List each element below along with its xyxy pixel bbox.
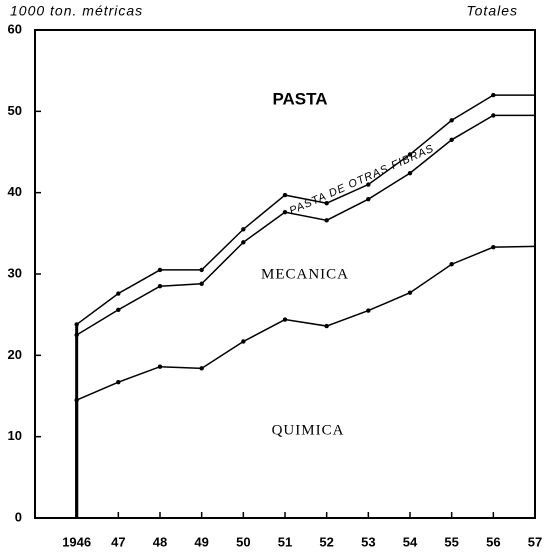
data-point xyxy=(449,137,454,142)
data-point xyxy=(241,339,246,344)
x-tick-label: 52 xyxy=(319,534,333,549)
data-point xyxy=(366,308,371,313)
x-tick-label: 53 xyxy=(361,534,375,549)
data-point xyxy=(491,92,496,98)
series-label: PASTA DE OTRAS FIBRAS xyxy=(288,142,436,217)
data-point xyxy=(157,364,163,369)
y-tick-label: 50 xyxy=(8,103,22,118)
chart-title: 1000 ton. métricas xyxy=(10,3,143,19)
y-tick-label: 30 xyxy=(8,265,22,280)
data-point xyxy=(241,240,246,245)
y-tick-label: 0 xyxy=(15,509,22,524)
data-point xyxy=(449,118,454,123)
x-tick-label: 47 xyxy=(111,534,125,549)
data-point xyxy=(324,201,329,206)
data-point xyxy=(241,227,246,232)
y-tick-label: 60 xyxy=(8,21,22,36)
y-tick-label: 40 xyxy=(8,184,22,199)
data-point xyxy=(491,113,496,118)
series-line xyxy=(76,94,535,326)
series-label: QUIMICA xyxy=(272,422,345,438)
x-tick-label: 57 xyxy=(528,534,542,549)
x-tick-label: 50 xyxy=(236,534,250,549)
y-tick-label: 10 xyxy=(8,428,22,443)
data-point xyxy=(282,209,288,215)
data-point xyxy=(407,170,413,176)
data-point xyxy=(407,290,413,295)
chart-subtitle: Totales xyxy=(466,3,518,19)
data-point xyxy=(324,323,329,329)
data-point xyxy=(324,218,329,223)
x-tick-label: 56 xyxy=(486,534,500,549)
data-point xyxy=(116,291,121,296)
annotation: PASTA xyxy=(272,89,327,108)
data-point xyxy=(157,284,163,289)
data-point xyxy=(282,192,288,198)
series-line xyxy=(76,245,536,401)
data-point xyxy=(199,281,204,286)
data-point xyxy=(157,267,163,273)
data-point xyxy=(116,379,121,385)
x-tick-label: 55 xyxy=(444,534,458,549)
x-tick-label: 51 xyxy=(278,534,292,549)
x-tick-label: 48 xyxy=(153,534,167,549)
x-tick-label: 54 xyxy=(403,534,418,549)
data-point xyxy=(116,307,121,312)
data-point xyxy=(199,366,204,371)
data-point xyxy=(366,182,371,187)
data-point xyxy=(407,152,413,157)
data-point xyxy=(449,262,454,267)
x-tick-label: 1946 xyxy=(62,534,91,549)
data-point xyxy=(491,244,496,250)
y-tick-label: 20 xyxy=(8,347,22,362)
data-point xyxy=(199,267,204,273)
series-label: MECANICA xyxy=(261,266,349,282)
x-tick-label: 49 xyxy=(194,534,208,549)
data-point xyxy=(366,196,371,202)
data-point xyxy=(282,317,288,322)
series-line xyxy=(76,114,535,336)
